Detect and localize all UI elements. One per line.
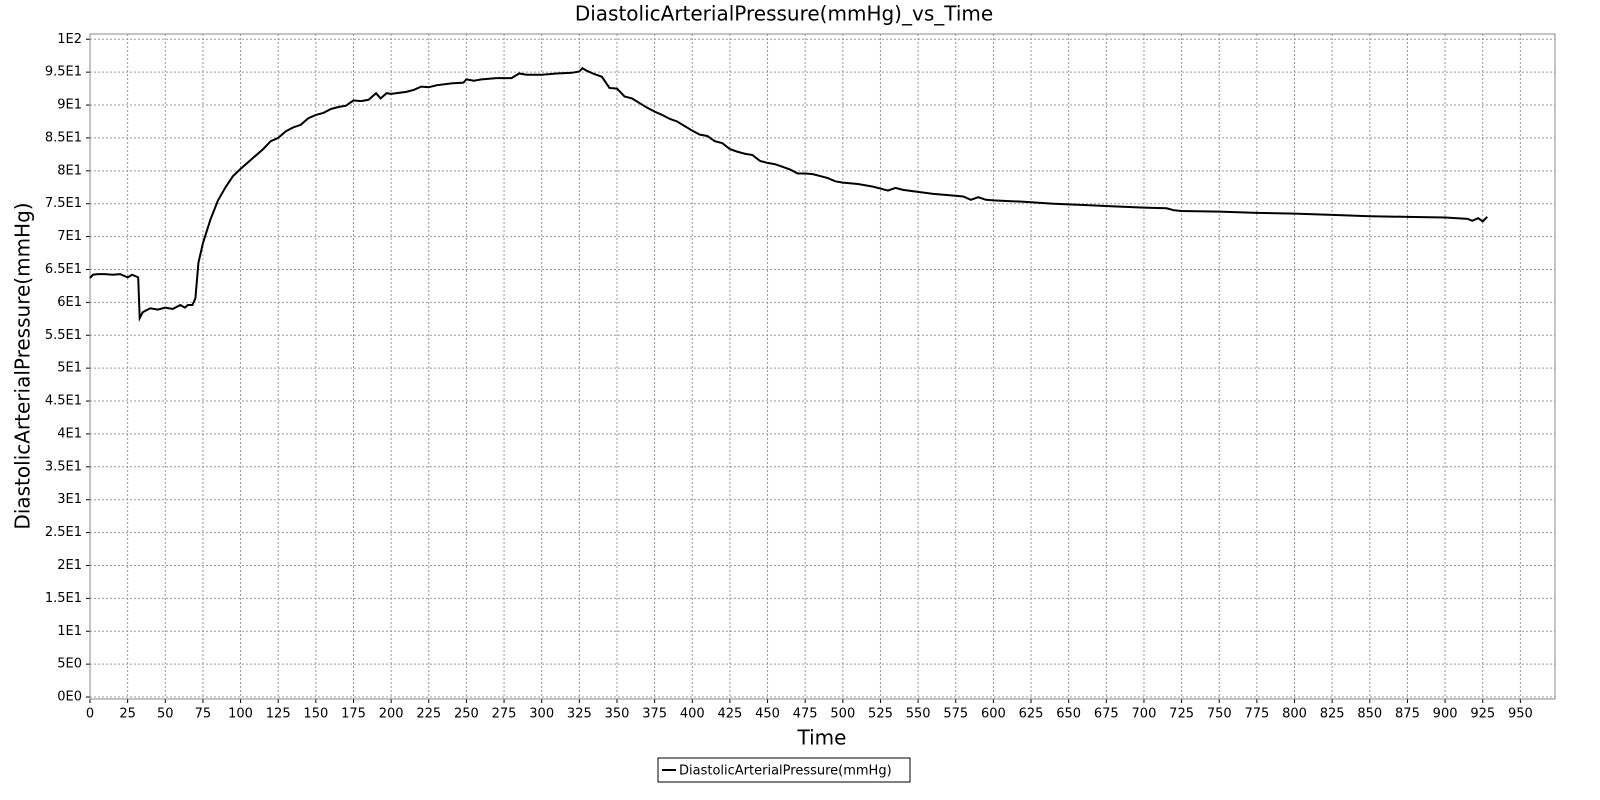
x-tick-label: 50 <box>157 707 174 722</box>
x-tick-label: 725 <box>1169 707 1194 722</box>
legend <box>657 757 911 783</box>
y-tick-label: 7E1 <box>57 229 82 244</box>
x-tick-label: 775 <box>1244 707 1269 722</box>
x-tick-label: 325 <box>567 707 592 722</box>
x-tick-label: 375 <box>642 707 667 722</box>
x-tick-label: 925 <box>1470 707 1495 722</box>
x-tick-label: 450 <box>755 707 780 722</box>
x-tick-label: 950 <box>1508 707 1533 722</box>
y-tick-label: 1E2 <box>57 32 82 47</box>
x-tick-label: 300 <box>529 707 554 722</box>
x-tick-label: 575 <box>943 707 968 722</box>
x-tick-label: 0 <box>86 707 94 722</box>
y-axis-label: DiastolicArterialPressure(mmHg) <box>11 202 35 529</box>
x-tick-label: 25 <box>119 707 136 722</box>
x-tick-label: 525 <box>868 707 893 722</box>
y-tick-label: 4E1 <box>57 426 82 441</box>
chart-title: DiastolicArterialPressure(mmHg)_vs_Time <box>575 2 993 26</box>
y-tick-label: 6E1 <box>57 295 82 310</box>
x-tick-label: 825 <box>1320 707 1345 722</box>
x-tick-label: 700 <box>1132 707 1157 722</box>
x-tick-label: 600 <box>981 707 1006 722</box>
x-tick-label: 350 <box>605 707 630 722</box>
x-tick-label: 200 <box>379 707 404 722</box>
x-tick-label: 225 <box>416 707 441 722</box>
x-tick-label: 425 <box>717 707 742 722</box>
y-tick-label: 8.5E1 <box>45 130 82 145</box>
y-tick-label: 3E1 <box>57 492 82 507</box>
x-tick-label: 175 <box>341 707 366 722</box>
y-tick-label: 4.5E1 <box>45 394 82 409</box>
x-tick-label: 400 <box>680 707 705 722</box>
y-tick-label: 2.5E1 <box>45 525 82 540</box>
x-axis-label: Time <box>797 726 847 750</box>
y-tick-label: 9.5E1 <box>45 65 82 80</box>
y-tick-label: 1E1 <box>57 624 82 639</box>
data-line <box>89 66 1488 323</box>
x-tick-label: 550 <box>906 707 931 722</box>
x-tick-label: 875 <box>1395 707 1420 722</box>
y-tick-label: 5.5E1 <box>45 328 82 343</box>
x-tick-label: 475 <box>793 707 818 722</box>
y-tick-label: 6.5E1 <box>45 262 82 277</box>
y-tick-label: 2E1 <box>57 558 82 573</box>
x-tick-label: 275 <box>492 707 517 722</box>
x-tick-label: 125 <box>266 707 291 722</box>
y-tick-label: 9E1 <box>57 98 82 113</box>
x-tick-label: 500 <box>830 707 855 722</box>
x-tick-label: 800 <box>1282 707 1307 722</box>
y-tick-label: 8E1 <box>57 163 82 178</box>
x-tick-label: 675 <box>1094 707 1119 722</box>
x-tick-label: 150 <box>303 707 328 722</box>
y-tick-label: 0E0 <box>57 690 82 705</box>
legend-label: DiastolicArterialPressure(mmHg) <box>679 764 892 779</box>
plot-border <box>89 33 1556 700</box>
y-tick-label: 1.5E1 <box>45 591 82 606</box>
x-tick-label: 250 <box>454 707 479 722</box>
plot-area <box>90 34 1555 699</box>
x-tick-label: 75 <box>195 707 212 722</box>
y-tick-label: 3.5E1 <box>45 459 82 474</box>
x-tick-label: 750 <box>1207 707 1232 722</box>
x-tick-label: 850 <box>1357 707 1382 722</box>
x-tick-label: 100 <box>228 707 253 722</box>
y-tick-label: 5E1 <box>57 361 82 376</box>
y-tick-label: 5E0 <box>57 657 82 672</box>
x-tick-label: 625 <box>1019 707 1044 722</box>
x-tick-label: 900 <box>1433 707 1458 722</box>
y-tick-label: 7.5E1 <box>45 196 82 211</box>
x-tick-label: 650 <box>1056 707 1081 722</box>
